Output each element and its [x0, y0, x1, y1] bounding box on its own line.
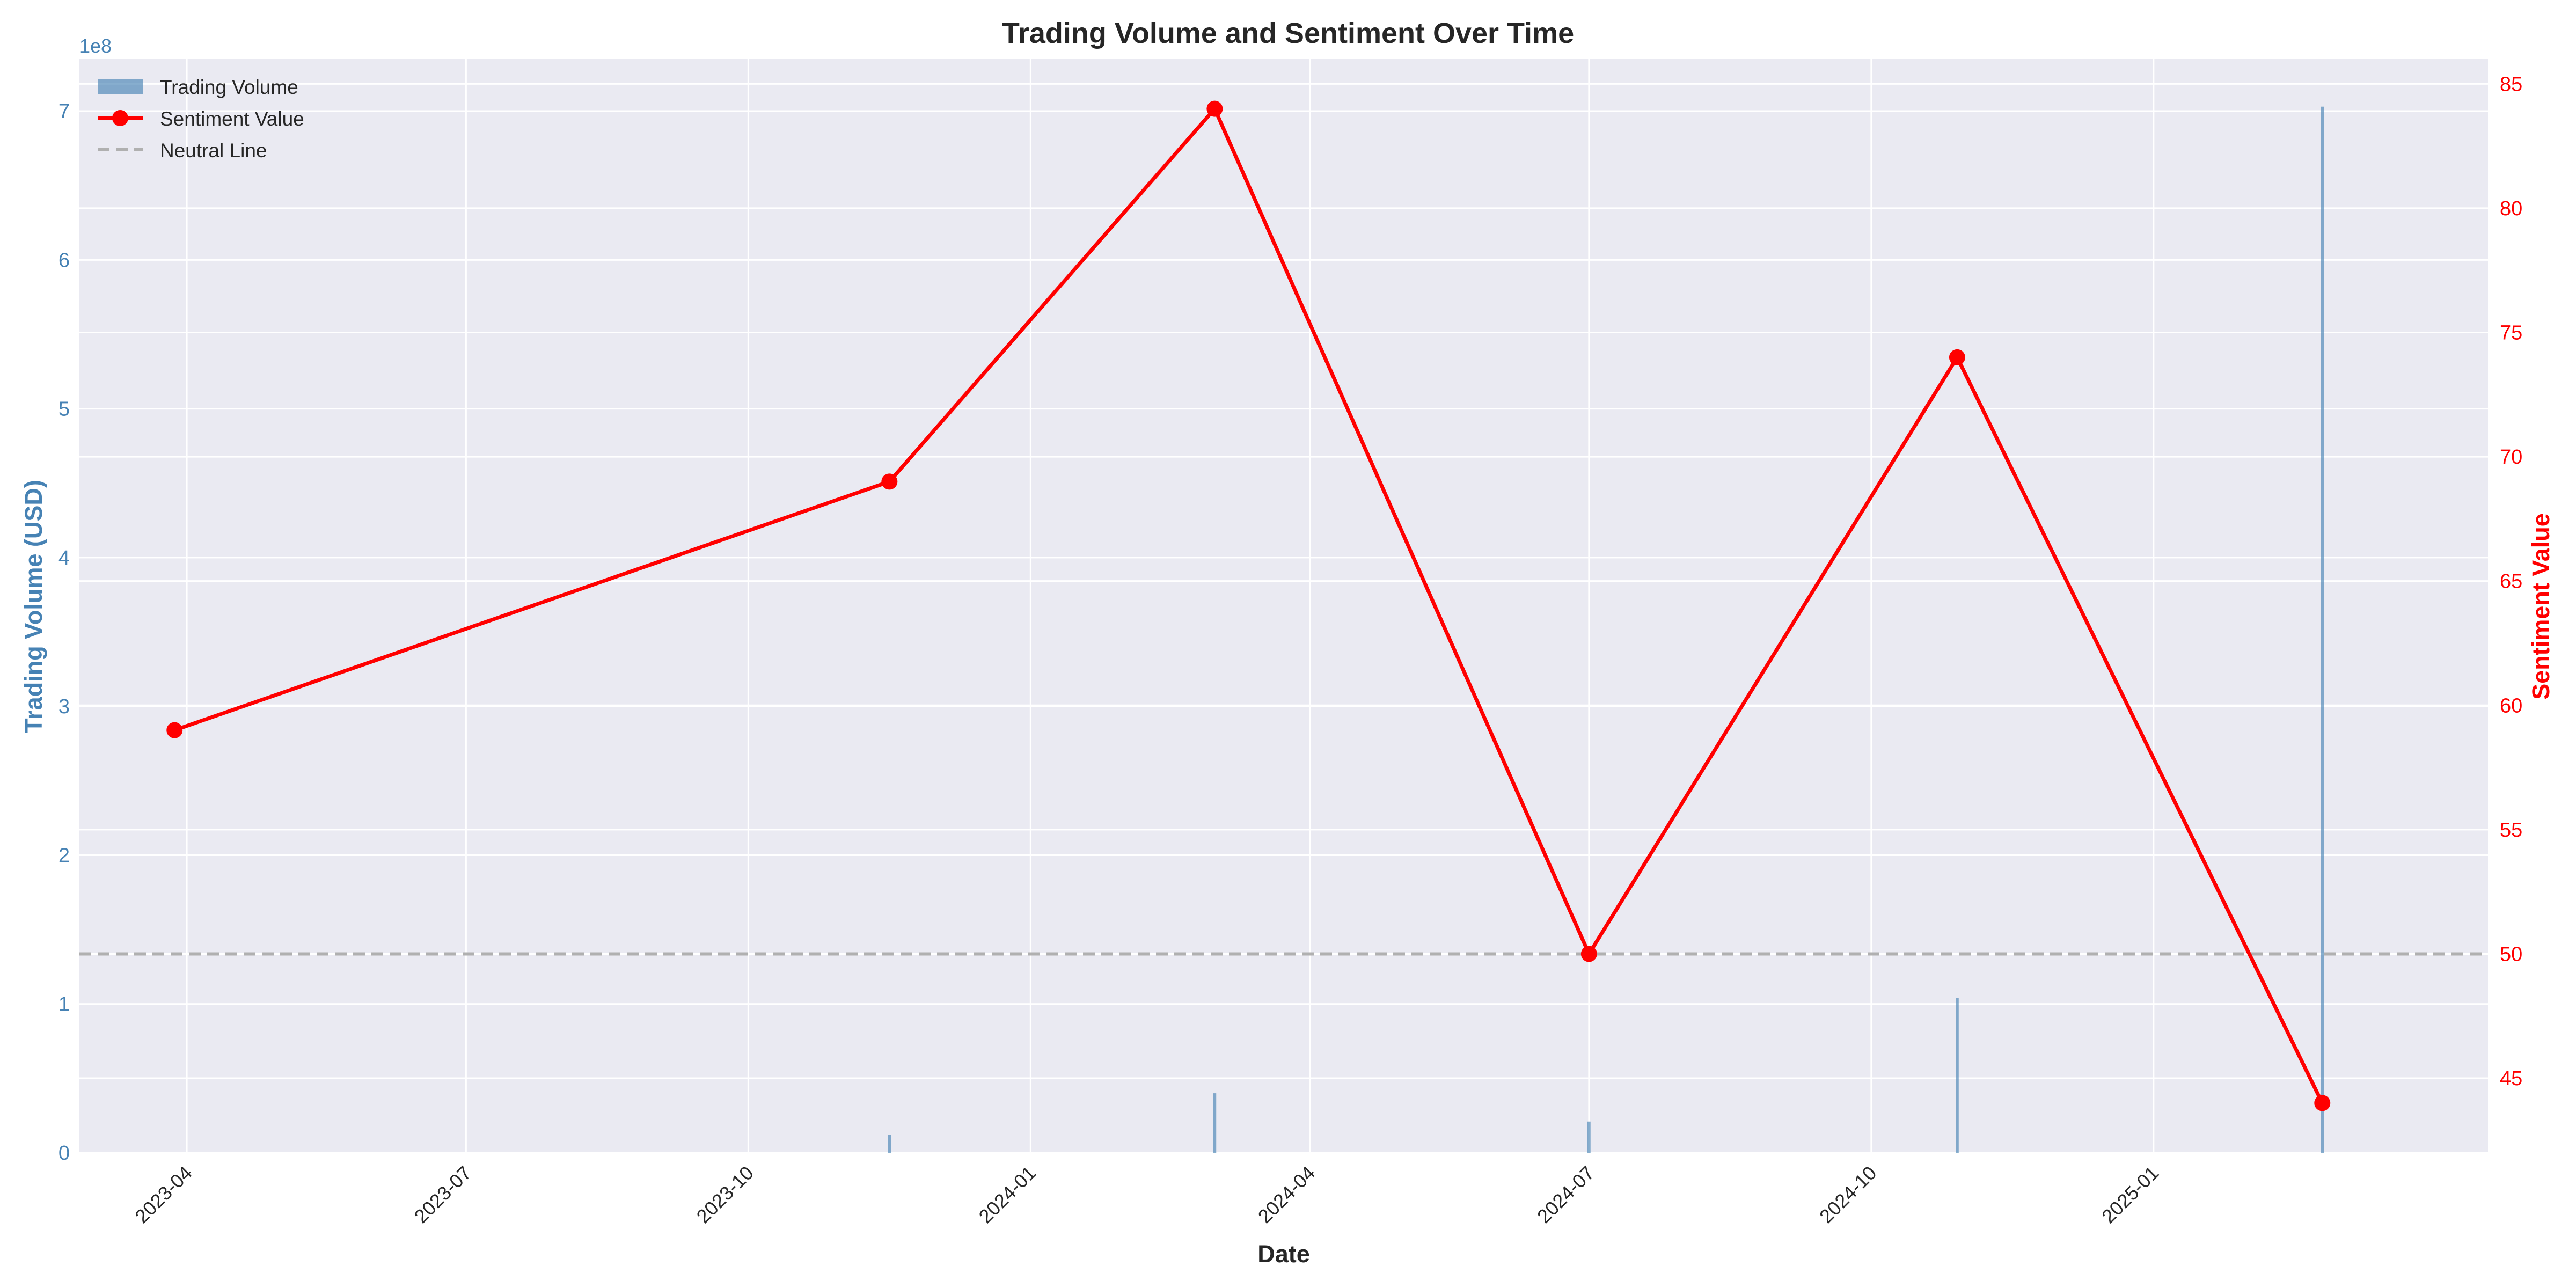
- x-axis-label: Date: [1257, 1240, 1310, 1268]
- plot-area: [79, 59, 2488, 1153]
- y-left-tick-label: 4: [58, 547, 70, 569]
- chart-title: Trading Volume and Sentiment Over Time: [1002, 17, 1574, 49]
- y-right-tick-label: 65: [2500, 570, 2522, 593]
- y-left-tick-label: 6: [58, 249, 70, 272]
- y-axis-left-label: Trading Volume (USD): [20, 480, 47, 733]
- sentiment-line-group: [166, 100, 2331, 1111]
- sentiment-line: [174, 107, 2324, 1104]
- y-axis-left-offset-label: 1e8: [79, 35, 112, 57]
- legend-label: Neutral Line: [160, 140, 267, 162]
- y-left-tick-label: 2: [58, 844, 70, 867]
- sentiment-point: [2314, 1095, 2331, 1111]
- y-right-tick-label: 75: [2500, 322, 2522, 345]
- y-right-tick-label: 45: [2500, 1067, 2522, 1090]
- sentiment-point: [881, 473, 898, 490]
- y-left-tick-label: 7: [58, 100, 70, 123]
- legend-sentiment-marker: [112, 110, 128, 126]
- sentiment-point: [1580, 946, 1597, 962]
- y-right-tick-label: 60: [2500, 694, 2522, 717]
- legend-label: Sentiment Value: [160, 108, 304, 130]
- grid: [79, 59, 2488, 1154]
- legend-label: Trading Volume: [160, 76, 298, 98]
- y-right-tick-label: 85: [2500, 73, 2522, 96]
- sentiment-point: [1949, 349, 1965, 365]
- y-right-tick-label: 50: [2500, 943, 2522, 965]
- legend: Trading Volume Sentiment Value Neutral Lin…: [98, 76, 304, 162]
- y-left-tick-label: 5: [58, 398, 70, 421]
- volume-bars: [888, 106, 2324, 1153]
- y-axis-right-label: Sentiment Value: [2527, 513, 2555, 700]
- y-right-tick-label: 70: [2500, 446, 2522, 469]
- y-left-tick-label: 1: [58, 993, 70, 1016]
- volume-bar: [1587, 1121, 1591, 1153]
- volume-bar: [888, 1135, 891, 1153]
- legend-volume-swatch: [98, 79, 143, 94]
- y-left-tick-label: 3: [58, 696, 70, 718]
- volume-bar: [2321, 106, 2324, 1153]
- y-right-tick-label: 55: [2500, 819, 2522, 841]
- sentiment-point: [166, 722, 183, 738]
- y-left-tick-label: 0: [58, 1142, 70, 1165]
- volume-bar: [1956, 998, 1959, 1153]
- sentiment-point: [1206, 100, 1223, 117]
- volume-bar: [1213, 1093, 1217, 1153]
- y-right-tick-label: 80: [2500, 197, 2522, 220]
